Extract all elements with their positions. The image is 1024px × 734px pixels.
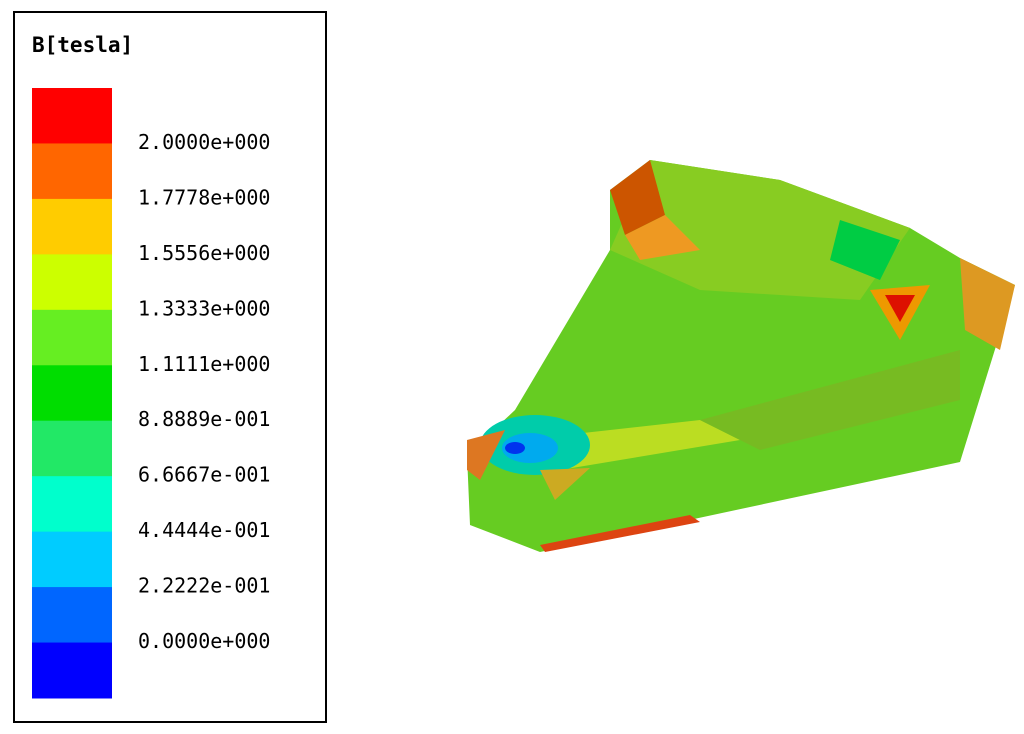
color-band xyxy=(32,642,112,699)
color-band xyxy=(32,587,112,644)
legend-label: 1.3333e+000 xyxy=(138,296,270,320)
color-band xyxy=(32,365,112,422)
color-band xyxy=(32,198,112,255)
legend-label: 4.4444e-001 xyxy=(138,518,270,542)
color-band xyxy=(32,143,112,200)
min-spot xyxy=(505,442,525,454)
field-plot xyxy=(467,160,1015,552)
top-face xyxy=(610,160,910,300)
color-band xyxy=(32,88,112,144)
warm-zone xyxy=(467,430,505,480)
legend-label: 8.8889e-001 xyxy=(138,407,270,431)
legend-label: 0.0000e+000 xyxy=(138,629,270,653)
legend-bands: 2.0000e+000 1.7778e+000 1.5556e+000 1.3333e… xyxy=(32,88,270,699)
legend-label: 1.7778e+000 xyxy=(138,185,270,209)
color-band xyxy=(32,420,112,477)
low-zone xyxy=(502,433,558,463)
mid-zone xyxy=(700,350,960,450)
hot-spot xyxy=(885,295,915,322)
legend-label: 6.6667e-001 xyxy=(138,463,270,487)
legend-title: B[tesla] xyxy=(32,33,133,57)
warm-zone xyxy=(625,215,700,260)
edge-band xyxy=(540,515,700,552)
legend-label: 1.5556e+000 xyxy=(138,241,270,265)
hot-spot xyxy=(610,160,665,235)
color-band xyxy=(32,476,112,533)
legend-label: 2.2222e-001 xyxy=(138,574,270,598)
warm-zone xyxy=(540,468,590,500)
low-zone xyxy=(830,220,900,280)
legend-label: 1.1111e+000 xyxy=(138,352,270,376)
color-band xyxy=(32,254,112,311)
color-band xyxy=(32,531,112,588)
legend-label: 2.0000e+000 xyxy=(138,130,270,154)
color-band xyxy=(32,309,112,366)
warm-zone xyxy=(960,258,1015,350)
